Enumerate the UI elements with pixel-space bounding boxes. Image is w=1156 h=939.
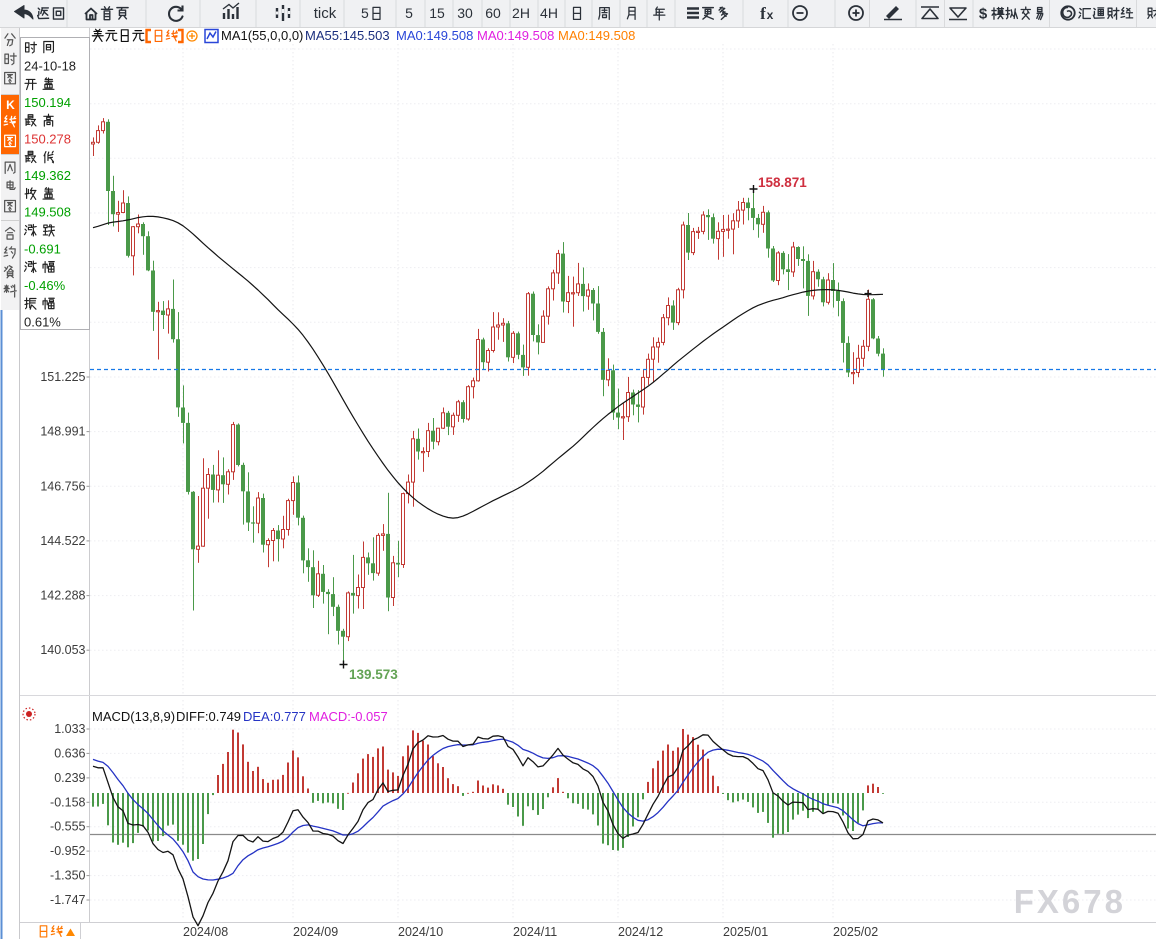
svg-text:-0.158: -0.158 <box>50 795 85 809</box>
svg-text:142.288: 142.288 <box>40 589 85 603</box>
svg-text:-1.747: -1.747 <box>50 893 85 907</box>
svg-text:158.871: 158.871 <box>758 175 807 190</box>
svg-text:MA1(55,0,0,0): MA1(55,0,0,0) <box>221 28 303 43</box>
svg-text:-0.555: -0.555 <box>50 820 85 834</box>
svg-text:139.573: 139.573 <box>349 667 398 682</box>
svg-text:DEA:0.777: DEA:0.777 <box>243 709 306 724</box>
svg-text:146.756: 146.756 <box>40 479 85 493</box>
svg-text:0.636: 0.636 <box>54 746 85 760</box>
svg-text:144.522: 144.522 <box>40 534 85 548</box>
svg-text:2024/09: 2024/09 <box>293 925 338 939</box>
svg-text:148.991: 148.991 <box>40 425 85 439</box>
svg-text:MACD:-0.057: MACD:-0.057 <box>309 709 388 724</box>
svg-text:tick: tick <box>314 5 337 22</box>
svg-text:1.033: 1.033 <box>54 722 85 736</box>
svg-text:2024/08: 2024/08 <box>183 925 228 939</box>
svg-text:MA0:149.508: MA0:149.508 <box>558 28 635 43</box>
svg-text:4H: 4H <box>540 5 558 21</box>
svg-text:MA55:145.503: MA55:145.503 <box>305 28 390 43</box>
svg-text:DIFF:0.749: DIFF:0.749 <box>176 709 241 724</box>
svg-text:MA0:149.508: MA0:149.508 <box>477 28 554 43</box>
svg-text:150.194: 150.194 <box>24 95 71 110</box>
svg-text:24-10-18: 24-10-18 <box>24 58 76 73</box>
svg-text:-1.350: -1.350 <box>50 869 85 883</box>
svg-text:MA0:149.508: MA0:149.508 <box>396 28 473 43</box>
svg-text:5: 5 <box>405 5 413 21</box>
svg-text:MACD(13,8,9): MACD(13,8,9) <box>92 709 175 724</box>
svg-text:2024/10: 2024/10 <box>398 925 443 939</box>
svg-text:-0.691: -0.691 <box>24 241 61 256</box>
svg-text:15: 15 <box>429 5 445 21</box>
svg-text:5: 5 <box>361 5 369 21</box>
svg-text:$: $ <box>979 6 988 23</box>
svg-text:FX678: FX678 <box>1014 883 1126 920</box>
svg-text:151.225: 151.225 <box>40 370 85 384</box>
svg-text:2025/01: 2025/01 <box>723 925 768 939</box>
svg-text:60: 60 <box>485 5 501 21</box>
svg-text:-0.46%: -0.46% <box>24 278 66 293</box>
svg-text:2024/11: 2024/11 <box>513 925 557 939</box>
svg-text:0.61%: 0.61% <box>24 315 61 330</box>
svg-text:149.508: 149.508 <box>24 205 71 220</box>
svg-text:K: K <box>6 98 15 112</box>
svg-text:0.239: 0.239 <box>54 771 85 785</box>
svg-text:30: 30 <box>457 5 473 21</box>
svg-text:2025/02: 2025/02 <box>833 925 878 939</box>
svg-text:149.362: 149.362 <box>24 168 71 183</box>
svg-text:140.053: 140.053 <box>40 643 85 657</box>
svg-text:x: x <box>767 8 774 22</box>
svg-text:-0.952: -0.952 <box>50 844 85 858</box>
svg-text:2H: 2H <box>512 5 530 21</box>
svg-text:2024/12: 2024/12 <box>618 925 663 939</box>
svg-text:f: f <box>760 4 766 23</box>
svg-text:150.278: 150.278 <box>24 132 71 147</box>
